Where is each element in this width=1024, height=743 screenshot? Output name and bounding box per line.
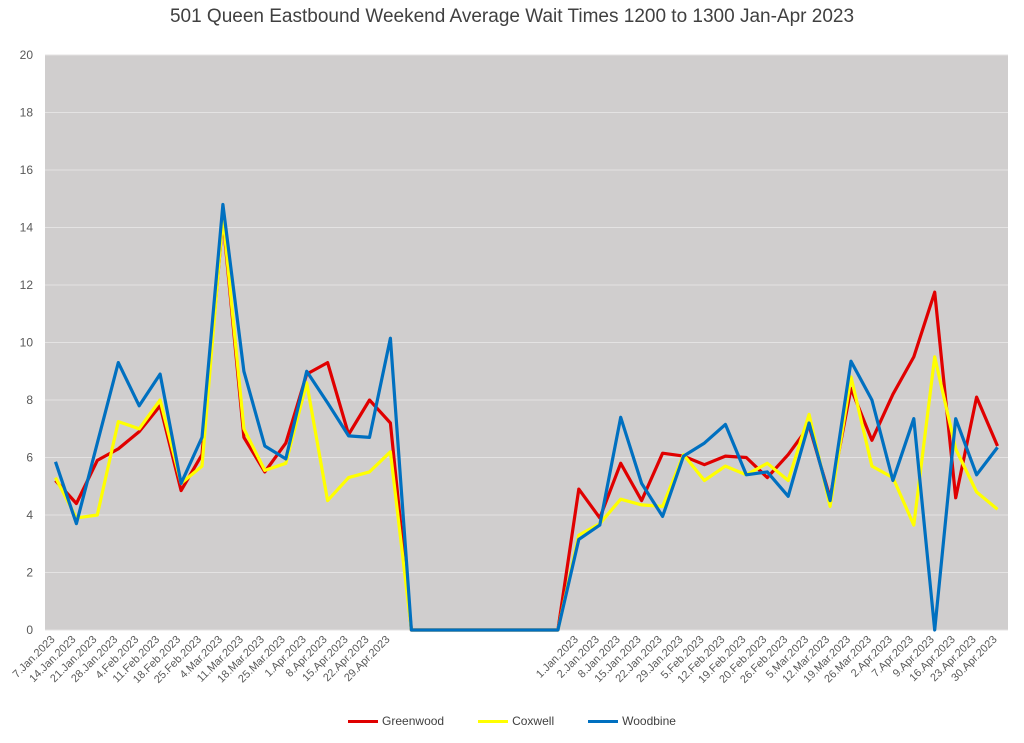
y-tick-label: 8 <box>26 393 33 407</box>
chart-title: 501 Queen Eastbound Weekend Average Wait… <box>169 6 855 27</box>
y-tick-label: 6 <box>26 451 33 465</box>
y-tick-label: 16 <box>20 163 34 177</box>
y-tick-label: 2 <box>26 566 33 580</box>
series-line-woodbine <box>53 202 999 632</box>
legend-label: Coxwell <box>512 714 555 728</box>
legend-swatch <box>348 719 379 723</box>
legend-item-coxwell: Coxwell <box>478 714 554 728</box>
legend-label: Greenwood <box>382 714 445 728</box>
legend-swatch <box>588 719 619 723</box>
y-tick-label: 14 <box>20 221 34 235</box>
legend: Greenwood Coxwell Woodbine <box>0 714 1024 728</box>
y-tick-label: 0 <box>26 623 33 637</box>
legend-item-greenwood: Greenwood <box>348 714 444 728</box>
y-tick-label: 20 <box>20 48 34 62</box>
legend-swatch <box>478 719 509 723</box>
y-tick-label: 18 <box>20 106 34 120</box>
y-tick-label: 4 <box>26 508 33 522</box>
y-tick-label: 12 <box>20 278 34 292</box>
y-tick-label: 10 <box>20 336 34 350</box>
legend-label: Woodbine <box>622 714 676 728</box>
legend-item-woodbine: Woodbine <box>588 714 676 728</box>
